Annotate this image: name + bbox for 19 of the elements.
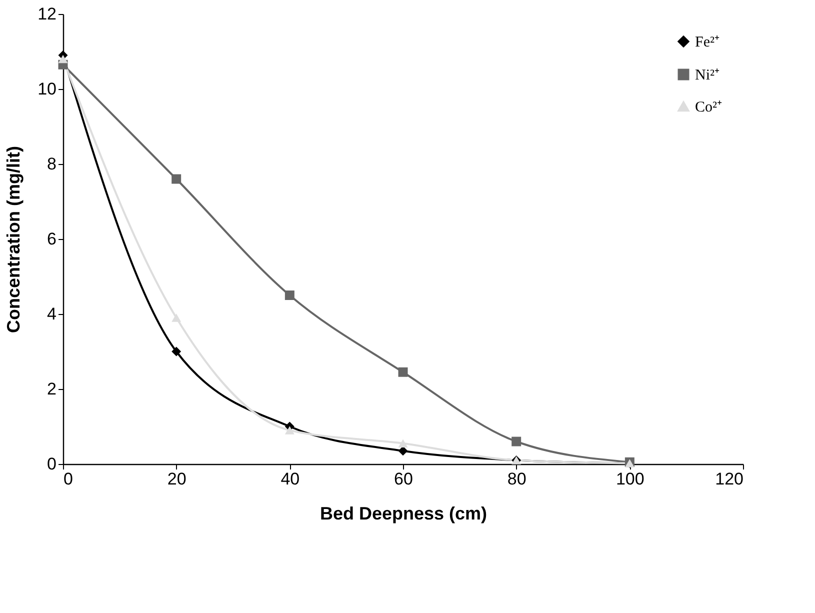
x-axis-title: Bed Deepness (cm) (320, 504, 488, 524)
y-axis-title: Concentration (mg/lit) (4, 146, 24, 333)
x-tick-label: 60 (394, 470, 413, 488)
y-tick-label: 4 (47, 304, 56, 324)
y-tick-label: 0 (47, 454, 56, 474)
legend-label: Ni²⁺ (695, 68, 720, 84)
y-tick-label: 12 (38, 4, 56, 24)
y-tick-label: 8 (47, 154, 56, 174)
x-tick-label: 0 (64, 470, 73, 488)
legend-label: Fe²⁺ (695, 34, 720, 50)
x-tick-label: 80 (507, 470, 526, 488)
x-tick-label: 100 (616, 470, 644, 488)
y-tick-label: 6 (47, 230, 56, 248)
y-tick-label: 2 (47, 380, 56, 398)
y-tick-label: 10 (38, 80, 56, 98)
x-tick-label: 40 (280, 470, 300, 488)
x-tick-label: 120 (715, 470, 744, 488)
x-tick-label: 20 (167, 470, 186, 488)
legend-label: Co²⁺ (695, 100, 722, 116)
